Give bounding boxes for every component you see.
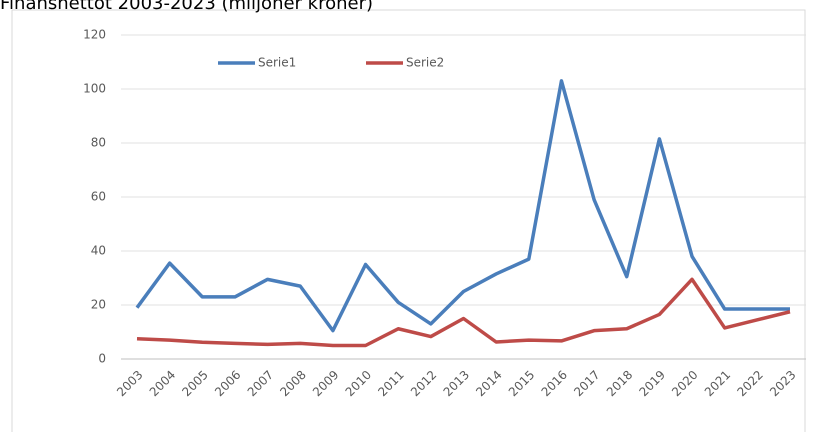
y-tick-label: 40 [91, 244, 106, 258]
y-tick-label: 100 [83, 82, 106, 96]
series-line [135, 79, 790, 333]
y-tick-label: 120 [83, 28, 106, 42]
chart-title: Finansnettot 2003-2023 (miljoner kroner) [0, 0, 373, 14]
legend-label: Serie1 [258, 56, 296, 70]
y-tick-label: 0 [98, 352, 106, 366]
series-line [136, 277, 791, 348]
y-tick-label: 60 [91, 190, 106, 204]
chart-frame [11, 9, 806, 432]
y-tick-label: 80 [91, 136, 106, 150]
y-tick-label: 20 [91, 298, 106, 312]
legend-label: Serie2 [406, 56, 444, 70]
